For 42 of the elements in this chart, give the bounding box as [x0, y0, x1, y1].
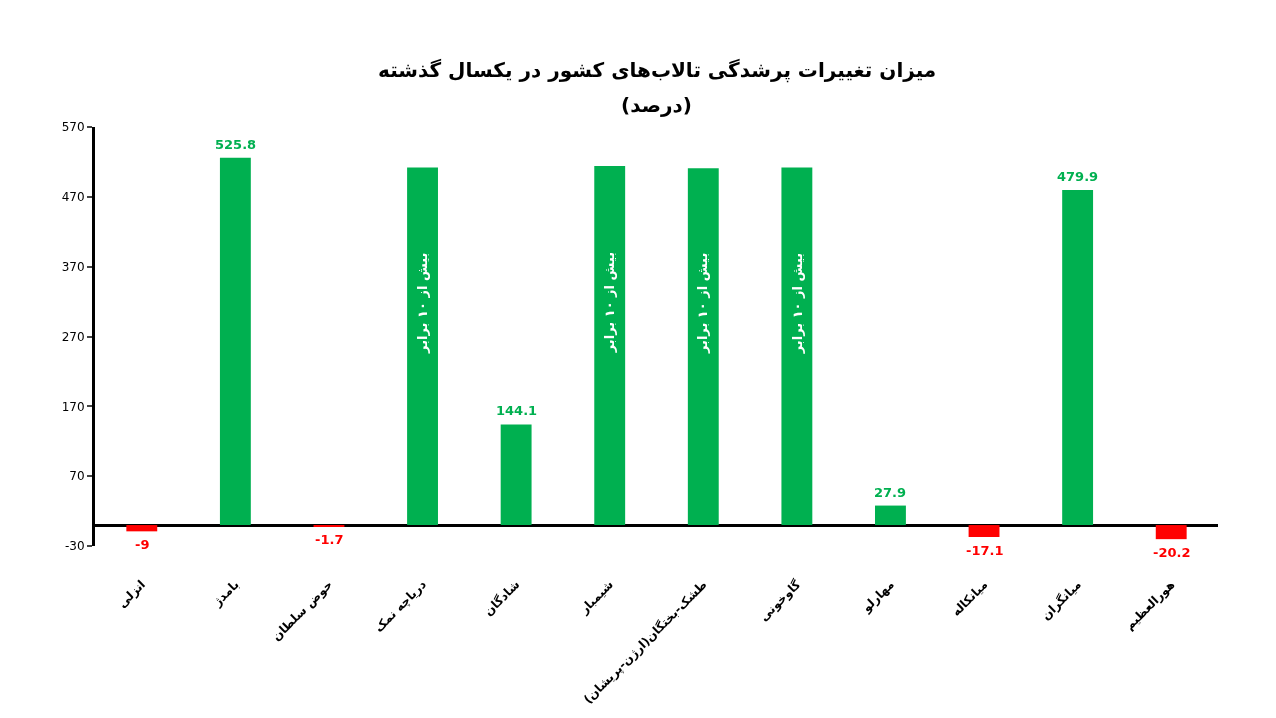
y-tick-label: -30: [64, 539, 85, 554]
x-tick-label: دریاچه نمک: [371, 577, 429, 635]
bar: [781, 167, 813, 526]
bar: [126, 525, 158, 532]
x-tick-label: حوض سلطان: [269, 577, 337, 645]
data-label: -17.1: [966, 543, 1004, 558]
x-tick-label: هورالعظیم: [1122, 577, 1179, 634]
x-tick-label: گاوخونی: [756, 577, 804, 625]
chart-title: میزان تغییرات پرشدگی تالاب‌های کشور در یکسال گذشته: [378, 58, 937, 83]
data-label: بیش از ۱۰ برابر: [789, 252, 805, 355]
data-label: 525.8: [215, 137, 257, 152]
bar: [1155, 525, 1187, 540]
y-tick-label: 70: [69, 469, 85, 484]
data-label: بیش از ۱۰ برابر: [695, 252, 711, 355]
bar: [500, 424, 532, 526]
data-label: بیش از ۱۰ برابر: [415, 252, 431, 354]
x-tick-label: میانکاله: [948, 577, 991, 619]
x-tick-label: بامدژ: [209, 577, 242, 610]
x-tick-label: مهارلو: [858, 577, 898, 617]
data-label: -9: [135, 537, 150, 552]
data-label: بیش از ۱۰ برابر: [602, 251, 618, 354]
x-tick-label: انزلی: [115, 577, 149, 611]
bar: [968, 525, 1000, 537]
chart-subtitle: (درصد): [621, 93, 692, 117]
y-tick-label: 570: [61, 120, 85, 135]
x-tick-label: میانگران: [1038, 577, 1084, 623]
bar: [875, 505, 906, 526]
data-label: 27.9: [874, 485, 907, 500]
y-tick-label: 170: [61, 399, 85, 414]
data-label: -20.2: [1153, 545, 1191, 560]
y-tick-label: 370: [61, 259, 85, 274]
y-tick-label: 470: [61, 190, 85, 205]
bar: [407, 167, 438, 526]
bar: [594, 166, 626, 526]
data-label: 144.1: [496, 403, 538, 418]
data-label: -1.7: [315, 532, 344, 547]
bar: [687, 168, 719, 526]
bar: [219, 157, 251, 526]
x-tick-label: شادگان: [481, 577, 523, 619]
data-label: 479.9: [1057, 169, 1099, 184]
y-tick-label: 270: [61, 329, 85, 344]
bar: [1062, 189, 1094, 526]
